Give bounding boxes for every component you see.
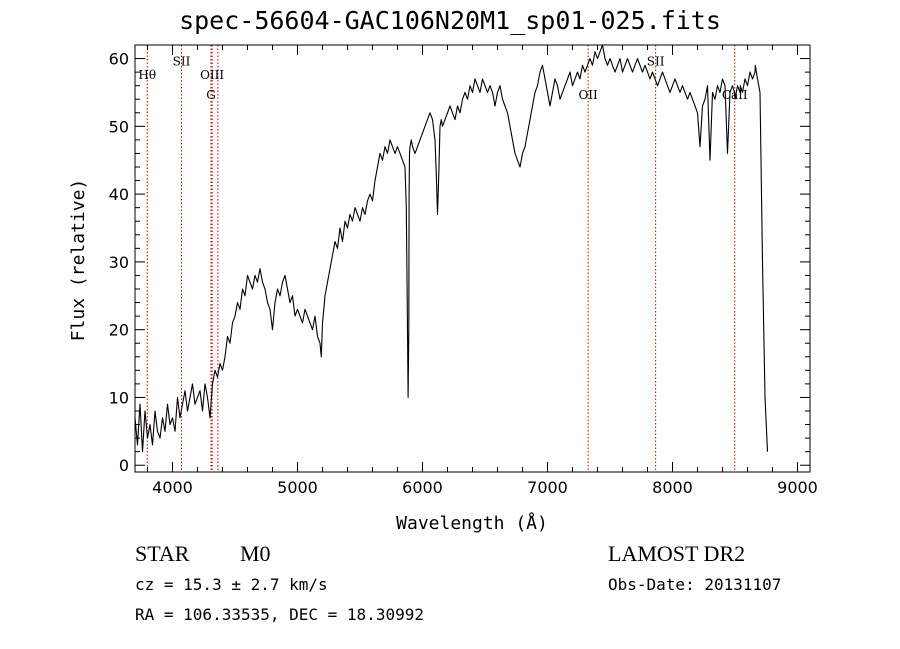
line-markers bbox=[146, 45, 736, 472]
y-tick-label: 60 bbox=[109, 50, 129, 69]
spectrum-series bbox=[134, 44, 769, 453]
y-tick-label: 10 bbox=[109, 388, 129, 407]
line-marker-label: OII bbox=[578, 88, 598, 102]
line-marker-label: OIII bbox=[200, 68, 224, 82]
line-marker-label: SII bbox=[647, 54, 665, 68]
coordinates-text: RA = 106.33535, DEC = 18.30992 bbox=[135, 605, 424, 624]
x-axis-label: Wavelength (Å) bbox=[396, 512, 548, 534]
line-marker-labels: Hθ SII OIII G OII SII CaII bbox=[138, 54, 748, 102]
x-tick-label: 6000 bbox=[402, 478, 443, 497]
line-marker-label: Hθ bbox=[138, 68, 156, 82]
object-class: STAR bbox=[135, 541, 190, 566]
x-tick-label: 8000 bbox=[652, 478, 693, 497]
line-marker-label: SII bbox=[173, 54, 191, 68]
x-tick-label: 9000 bbox=[777, 478, 818, 497]
y-tick-label: 20 bbox=[109, 321, 129, 340]
x-tick-label: 5000 bbox=[277, 478, 318, 497]
line-marker-label: CaII bbox=[722, 88, 748, 102]
axis-ticks bbox=[135, 44, 810, 472]
object-subclass: M0 bbox=[240, 541, 271, 566]
y-tick-label: 0 bbox=[119, 456, 129, 475]
tick-labels: 4000 5000 6000 7000 8000 9000 0 10 20 30 40 50 60 bbox=[109, 50, 818, 497]
y-axis-label: Flux (relative) bbox=[68, 179, 89, 342]
chart-title: spec-56604-GAC106N20M1_sp01-025.fits bbox=[179, 6, 721, 35]
y-tick-label: 30 bbox=[109, 253, 129, 272]
y-tick-label: 50 bbox=[109, 117, 129, 136]
line-marker-label: G bbox=[206, 88, 216, 102]
x-tick-label: 4000 bbox=[152, 478, 193, 497]
x-tick-label: 7000 bbox=[527, 478, 568, 497]
survey-name: LAMOST DR2 bbox=[608, 541, 746, 566]
redshift-text: cz = 15.3 ± 2.7 km/s bbox=[135, 575, 328, 594]
y-tick-label: 40 bbox=[109, 185, 129, 204]
observation-date: Obs-Date: 20131107 bbox=[608, 575, 782, 594]
spectrum-line bbox=[134, 44, 769, 453]
